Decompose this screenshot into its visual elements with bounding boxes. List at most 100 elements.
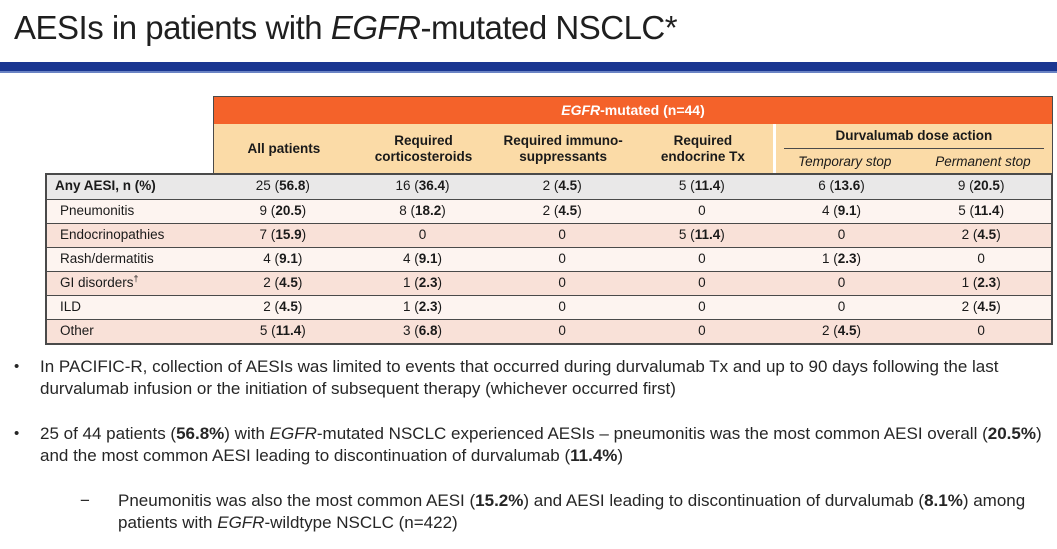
table-cell: 8 (18.2) bbox=[399, 203, 446, 218]
text-run: -mutated (n=44) bbox=[600, 102, 705, 118]
bullet-pacific-r: • In PACIFIC-R, collection of AESIs was … bbox=[14, 356, 1046, 400]
row-label: Any AESI, n (%) bbox=[55, 178, 156, 193]
text-run: -wildtype NSCLC (n=422) bbox=[264, 513, 458, 532]
table-cell: 0 bbox=[698, 323, 706, 338]
table-row: ILD 2 (4.5) 1 (2.3) 0 0 0 2 (4.5) bbox=[47, 295, 1051, 319]
column-header-all-patients: All patients bbox=[247, 141, 321, 156]
table-cell: 9 (20.5) bbox=[259, 203, 307, 218]
column-subheaders: Temporary stop Permanent stop bbox=[776, 149, 1052, 174]
table-cell: 0 bbox=[698, 275, 706, 290]
table-cell: 0 bbox=[837, 275, 846, 290]
table-row: Rash/dermatitis 4 (9.1) 4 (9.1) 0 0 1 (2.3) 0 bbox=[47, 247, 1051, 271]
text-run: EGFR bbox=[561, 102, 601, 118]
table-cell: 2 (4.5) bbox=[542, 178, 582, 193]
title-accent-bar bbox=[0, 62, 1057, 73]
row-label: Endocrinopathies bbox=[60, 227, 165, 242]
table-cell: 5 (11.4) bbox=[259, 323, 306, 338]
bullet-text: 25 of 44 patients (56.8%) with EGFR-muta… bbox=[40, 423, 1046, 467]
table-cell: 6 (13.6) bbox=[818, 178, 865, 193]
row-label: ILD bbox=[60, 299, 82, 314]
table-cell: 0 bbox=[558, 299, 566, 314]
text-run: 20.5% bbox=[987, 424, 1036, 443]
table-cell: 9 (20.5) bbox=[957, 178, 1005, 193]
column-header-endocrine-tx: Required endocrine Tx bbox=[660, 133, 745, 164]
table-cell: 5 (11.4) bbox=[678, 178, 725, 193]
row-label: Other bbox=[60, 323, 94, 338]
text-run: 8.1% bbox=[924, 491, 963, 510]
table-cell: 2 (4.5) bbox=[263, 299, 303, 314]
table-cell: 0 bbox=[418, 227, 427, 242]
table-row: Pneumonitis 9 (20.5) 8 (18.2) 2 (4.5) 0 4 (9.… bbox=[47, 199, 1051, 223]
text-run: 25 of 44 patients ( bbox=[40, 424, 177, 443]
table-header: EGFR-mutated (n=44) All patients Require… bbox=[213, 96, 1053, 174]
table-cell: 16 (36.4) bbox=[395, 178, 450, 193]
text-run: EGFR bbox=[269, 424, 317, 443]
bullet-aesi-summary: • 25 of 44 patients (56.8%) with EGFR-mu… bbox=[14, 423, 1046, 467]
table-cell: 2 (4.5) bbox=[263, 275, 303, 290]
text-run: ) with bbox=[224, 424, 270, 443]
table-cell: 4 (9.1) bbox=[402, 251, 443, 266]
table-cell: 0 bbox=[558, 323, 566, 338]
row-label: GI disorders† bbox=[60, 273, 139, 290]
row-label: Rash/dermatitis bbox=[60, 251, 154, 266]
text-run: EGFR bbox=[330, 9, 421, 46]
bullet-text: Pneumonitis was also the most common AES… bbox=[118, 490, 1046, 534]
table-cell: 0 bbox=[558, 275, 566, 290]
table-cell: 2 (4.5) bbox=[821, 323, 862, 338]
text-run: ) among patients with bbox=[118, 491, 1026, 532]
table-cell: 0 bbox=[977, 323, 985, 338]
table-cell: 0 bbox=[558, 251, 566, 266]
table-cell: 0 bbox=[977, 251, 985, 266]
text-run: Pneumonitis was also the most common AES… bbox=[118, 491, 476, 510]
notes-section: • In PACIFIC-R, collection of AESIs was … bbox=[14, 356, 1046, 534]
text-run: 15.2% bbox=[475, 491, 524, 510]
table-cell: 1 (2.3) bbox=[402, 275, 443, 290]
table-cell: 3 (6.8) bbox=[402, 323, 443, 338]
column-group-label: Durvalumab dose action bbox=[783, 124, 1045, 149]
table-cell: 1 (2.3) bbox=[961, 275, 1001, 290]
text-run: EGFR bbox=[217, 513, 265, 532]
column-header-temporary-stop: Temporary stop bbox=[798, 154, 892, 169]
column-group-dose-action: Durvalumab dose action Temporary stop Pe… bbox=[772, 124, 1052, 174]
table-cell: 4 (9.1) bbox=[821, 203, 862, 218]
table-cell: 2 (4.5) bbox=[542, 203, 582, 218]
table-cell: 0 bbox=[698, 251, 706, 266]
text-run: 11.4% bbox=[570, 446, 618, 465]
table-cell: 1 (2.3) bbox=[821, 251, 862, 266]
table-row: Other 5 (11.4) 3 (6.8) 0 0 2 (4.5) 0 bbox=[47, 319, 1051, 343]
bullet-icon: • bbox=[14, 358, 20, 375]
table-cell: 7 (15.9) bbox=[259, 227, 307, 242]
text-run: ) and AESI leading to discontinuation of… bbox=[523, 491, 925, 510]
table-cell: 0 bbox=[698, 299, 706, 314]
table-cell: 2 (4.5) bbox=[961, 227, 1001, 242]
row-label: Pneumonitis bbox=[60, 203, 135, 218]
text-run: -mutated NSCLC experienced AESIs – pneum… bbox=[316, 424, 988, 443]
table-cell: 0 bbox=[837, 227, 846, 242]
text-run: AESIs in patients with bbox=[14, 9, 331, 46]
text-run: 56.8% bbox=[176, 424, 225, 443]
column-header-permanent-stop: Permanent stop bbox=[935, 154, 1031, 169]
table-cell: 25 (56.8) bbox=[255, 178, 310, 193]
text-run: ) bbox=[617, 446, 624, 465]
text-run: ) and the most common AESI leading to di… bbox=[40, 424, 1042, 465]
table-cell: 2 (4.5) bbox=[961, 299, 1001, 314]
table-row: Any AESI, n (%) 25 (56.8) 16 (36.4) 2 (4.5)… bbox=[47, 175, 1051, 199]
table-body: Any AESI, n (%) 25 (56.8) 16 (36.4) 2 (4.5)… bbox=[45, 173, 1053, 345]
table-cell: 5 (11.4) bbox=[678, 227, 725, 242]
table-cell: 4 (9.1) bbox=[263, 251, 303, 266]
column-header-corticosteroids: Required corticosteroids bbox=[374, 133, 473, 164]
table-row: GI disorders† 2 (4.5) 1 (2.3) 0 0 0 1 (2.3) bbox=[47, 271, 1051, 295]
dash-icon: − bbox=[80, 491, 90, 510]
page-title: AESIs in patients with EGFR-mutated NSCL… bbox=[14, 8, 678, 48]
table-cell: 0 bbox=[558, 227, 566, 242]
text-run: In PACIFIC-R, collection of AESIs was li… bbox=[40, 357, 999, 398]
table-cell: 5 (11.4) bbox=[958, 203, 1005, 218]
bullet-icon: • bbox=[14, 425, 20, 442]
table-row: Endocrinopathies 7 (15.9) 0 0 5 (11.4) 0 2 (4.… bbox=[47, 223, 1051, 247]
table-cell: 1 (2.3) bbox=[402, 299, 443, 314]
sub-bullet-wildtype: − Pneumonitis was also the most common A… bbox=[14, 490, 1046, 534]
table-group-header: EGFR-mutated (n=44) bbox=[214, 97, 1052, 124]
text-run: -mutated NSCLC* bbox=[420, 9, 678, 46]
table-cell: 0 bbox=[698, 203, 706, 218]
